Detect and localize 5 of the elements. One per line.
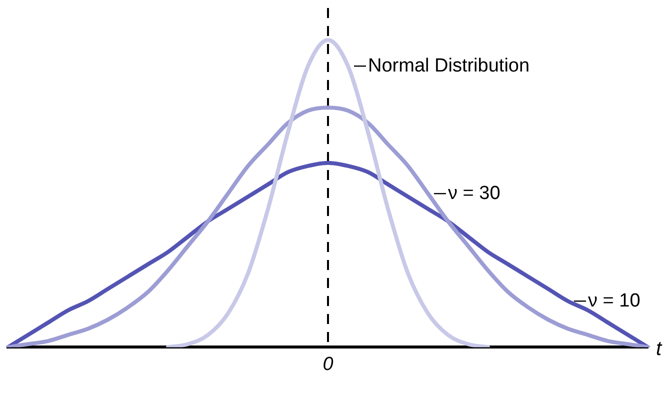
x-axis-title: t <box>656 338 663 360</box>
series-label: Normal Distribution <box>368 55 530 76</box>
series-label: ν = 30 <box>448 182 500 204</box>
series-label: ν = 10 <box>588 290 640 312</box>
text: 0 <box>322 354 334 375</box>
